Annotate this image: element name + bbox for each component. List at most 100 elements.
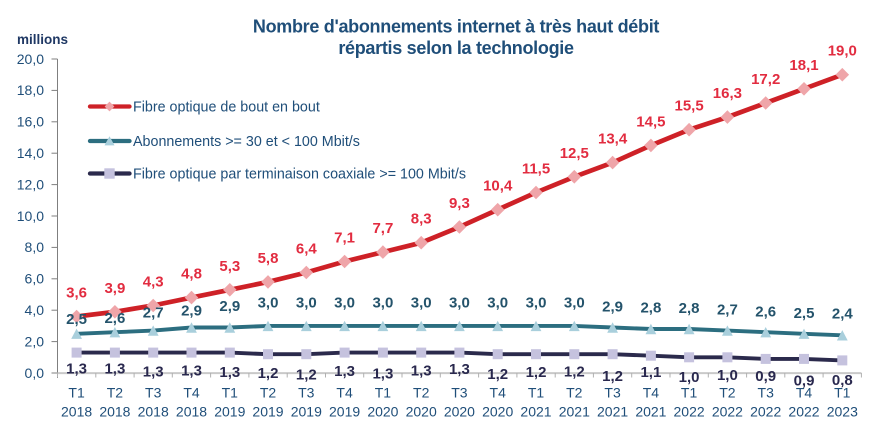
svg-text:1,3: 1,3 <box>181 363 202 380</box>
svg-text:T2: T2 <box>719 385 736 401</box>
svg-text:4,0: 4,0 <box>25 302 45 318</box>
svg-text:1,3: 1,3 <box>334 363 355 380</box>
svg-text:3,0: 3,0 <box>334 294 355 311</box>
svg-text:0,8: 0,8 <box>832 372 853 389</box>
svg-text:3,0: 3,0 <box>449 294 470 311</box>
svg-text:12,5: 12,5 <box>560 145 589 162</box>
svg-text:3,0: 3,0 <box>411 294 432 311</box>
svg-text:3,6: 3,6 <box>66 285 87 302</box>
svg-text:2,8: 2,8 <box>640 299 661 316</box>
svg-text:Fibre optique de bout en bout: Fibre optique de bout en bout <box>133 99 320 115</box>
svg-text:2021: 2021 <box>597 404 628 420</box>
svg-text:2020: 2020 <box>482 404 513 420</box>
svg-text:2,4: 2,4 <box>832 306 854 323</box>
svg-text:11,5: 11,5 <box>522 161 550 178</box>
svg-text:3,0: 3,0 <box>372 294 393 311</box>
svg-text:T3: T3 <box>451 385 468 401</box>
svg-text:2021: 2021 <box>559 404 590 420</box>
svg-text:1,3: 1,3 <box>449 361 470 378</box>
svg-text:4,8: 4,8 <box>181 266 202 283</box>
svg-text:Abonnements >= 30 et < 100 Mbi: Abonnements >= 30 et < 100 Mbit/s <box>133 134 360 150</box>
svg-text:1,2: 1,2 <box>526 364 547 381</box>
svg-text:0,0: 0,0 <box>25 365 45 381</box>
svg-text:T1: T1 <box>681 385 698 401</box>
svg-text:2022: 2022 <box>674 404 705 420</box>
svg-text:4,3: 4,3 <box>143 274 164 291</box>
svg-text:2,6: 2,6 <box>104 310 125 327</box>
svg-text:6,4: 6,4 <box>296 241 318 258</box>
svg-text:2020: 2020 <box>444 404 475 420</box>
svg-text:2019: 2019 <box>329 404 360 420</box>
svg-text:T1: T1 <box>68 385 85 401</box>
svg-text:2,7: 2,7 <box>717 301 738 318</box>
svg-text:15,5: 15,5 <box>674 98 703 115</box>
svg-text:2021: 2021 <box>520 404 551 420</box>
svg-text:3,0: 3,0 <box>564 294 585 311</box>
svg-text:2,8: 2,8 <box>679 300 700 317</box>
svg-text:2,6: 2,6 <box>755 303 776 320</box>
svg-text:2,9: 2,9 <box>219 298 240 315</box>
svg-text:T4: T4 <box>643 385 660 401</box>
svg-text:2022: 2022 <box>788 404 819 420</box>
svg-text:1,2: 1,2 <box>296 367 317 384</box>
svg-text:14,0: 14,0 <box>17 145 44 161</box>
svg-text:3,0: 3,0 <box>526 294 547 311</box>
svg-text:T4: T4 <box>490 385 507 401</box>
svg-text:2022: 2022 <box>712 404 743 420</box>
svg-text:1,3: 1,3 <box>104 361 125 378</box>
svg-text:2019: 2019 <box>291 404 322 420</box>
svg-text:T2: T2 <box>413 385 430 401</box>
svg-text:1,3: 1,3 <box>143 364 164 381</box>
svg-text:2018: 2018 <box>61 404 92 420</box>
svg-text:millions: millions <box>17 32 68 47</box>
svg-text:16,0: 16,0 <box>17 114 44 130</box>
svg-text:1,3: 1,3 <box>372 366 393 383</box>
svg-text:2,0: 2,0 <box>25 333 45 349</box>
svg-text:3,9: 3,9 <box>104 280 125 297</box>
svg-text:Nombre d'abonnements internet: Nombre d'abonnements internet à très hau… <box>253 17 660 37</box>
svg-text:2,5: 2,5 <box>794 305 815 322</box>
svg-text:2018: 2018 <box>138 404 169 420</box>
svg-text:7,7: 7,7 <box>372 220 393 237</box>
svg-text:T1: T1 <box>834 385 851 401</box>
svg-text:2,9: 2,9 <box>602 299 623 316</box>
svg-text:0,9: 0,9 <box>755 368 776 385</box>
svg-text:8,3: 8,3 <box>411 211 432 228</box>
svg-text:1,2: 1,2 <box>564 364 585 381</box>
svg-text:12,0: 12,0 <box>17 176 44 192</box>
svg-text:1,2: 1,2 <box>487 366 508 383</box>
svg-text:2,7: 2,7 <box>143 304 164 321</box>
svg-text:9,3: 9,3 <box>449 195 470 212</box>
svg-text:Fibre optique par terminaison: Fibre optique par terminaison coaxiale >… <box>133 166 466 182</box>
svg-text:0,9: 0,9 <box>794 373 815 390</box>
svg-text:T3: T3 <box>604 385 621 401</box>
svg-text:1,0: 1,0 <box>679 369 700 386</box>
svg-text:T1: T1 <box>375 385 392 401</box>
svg-text:T4: T4 <box>183 385 200 401</box>
svg-text:2020: 2020 <box>367 404 398 420</box>
svg-text:2018: 2018 <box>176 404 207 420</box>
svg-text:T2: T2 <box>107 385 124 401</box>
svg-text:3,0: 3,0 <box>258 294 279 311</box>
svg-text:1,3: 1,3 <box>66 361 87 378</box>
svg-text:T3: T3 <box>298 385 315 401</box>
svg-text:2019: 2019 <box>214 404 245 420</box>
svg-text:3,0: 3,0 <box>487 294 508 311</box>
svg-text:T2: T2 <box>260 385 277 401</box>
svg-text:1,1: 1,1 <box>640 364 661 381</box>
svg-text:1,3: 1,3 <box>219 364 240 381</box>
svg-text:3,0: 3,0 <box>296 294 317 311</box>
svg-text:T4: T4 <box>796 385 813 401</box>
svg-text:2022: 2022 <box>750 404 781 420</box>
svg-text:2019: 2019 <box>252 404 283 420</box>
svg-text:répartis selon la technologie: répartis selon la technologie <box>338 38 574 58</box>
svg-text:1,0: 1,0 <box>717 367 738 384</box>
svg-text:2018: 2018 <box>99 404 130 420</box>
svg-text:2021: 2021 <box>635 404 666 420</box>
svg-text:6,0: 6,0 <box>25 271 45 287</box>
svg-text:1,3: 1,3 <box>411 362 432 379</box>
svg-text:2,5: 2,5 <box>66 311 87 328</box>
svg-text:8,0: 8,0 <box>25 239 45 255</box>
svg-text:16,3: 16,3 <box>713 85 742 102</box>
svg-text:7,1: 7,1 <box>334 230 355 247</box>
